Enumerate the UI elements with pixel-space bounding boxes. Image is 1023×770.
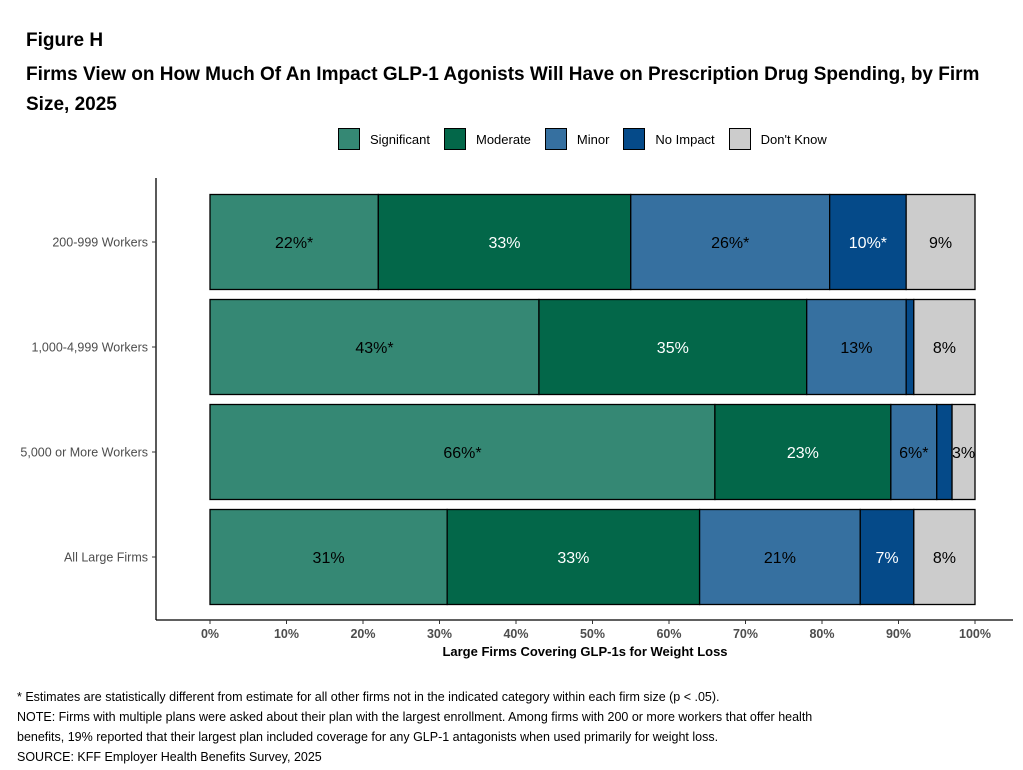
bar-moderate-1-000-4-999-workers <box>538 298 808 396</box>
data-label-significant-5-000-or-more-workers: 66%* <box>443 445 481 462</box>
data-label-minor-1-000-4-999-workers: 13% <box>840 340 872 357</box>
data-label-don-t-know-all-large-firms: 8% <box>933 550 956 567</box>
data-label-moderate-1-000-4-999-workers: 35% <box>657 340 689 357</box>
x-tick-label: 80% <box>809 627 834 641</box>
bar-minor-1-000-4-999-workers <box>806 298 907 396</box>
bar-minor-all-large-firms <box>698 508 861 606</box>
data-label-moderate-5-000-or-more-workers: 23% <box>787 445 819 462</box>
x-tick-label: 40% <box>503 627 528 641</box>
footnote-significance: * Estimates are statistically different … <box>17 690 720 704</box>
y-tick-label-1-000-4-999-workers: 1,000-4,999 Workers <box>32 341 149 355</box>
legend-item-moderate: Moderate <box>443 128 531 150</box>
x-tick-label: 60% <box>656 627 681 641</box>
legend-label-significant: Significant <box>370 131 430 147</box>
bar-no-impact-1-000-4-999-workers <box>905 298 915 396</box>
x-tick-label: 100% <box>959 627 991 641</box>
legend-item-minor: Minor <box>544 128 610 150</box>
bar-don-t-know-5-000-or-more-workers <box>951 403 976 501</box>
bar-no-impact-all-large-firms <box>859 508 915 606</box>
x-tick-label: 20% <box>350 627 375 641</box>
legend-label-moderate: Moderate <box>475 131 531 147</box>
footnote-source: SOURCE: KFF Employer Health Benefits Sur… <box>17 750 322 764</box>
data-label-don-t-know-200-999-workers: 9% <box>929 235 952 252</box>
legend-label-dont-know: Don't Know <box>760 131 827 147</box>
data-label-moderate-200-999-workers: 33% <box>489 235 521 252</box>
bar-significant-all-large-firms <box>209 508 448 606</box>
x-tick-label: 50% <box>580 627 605 641</box>
legend-label-minor: Minor <box>576 131 610 147</box>
legend: Significant Moderate Minor No Impact Don… <box>338 128 841 150</box>
bar-significant-5-000-or-more-workers <box>209 403 716 501</box>
x-tick-label: 30% <box>427 627 452 641</box>
bar-don-t-know-200-999-workers <box>905 193 976 291</box>
chart-axes <box>152 178 1013 624</box>
y-tick-label-all-large-firms: All Large Firms <box>64 551 148 565</box>
x-tick-label: 10% <box>274 627 299 641</box>
y-tick-label-5-000-or-more-workers: 5,000 or More Workers <box>20 446 148 460</box>
legend-label-no-impact: No Impact <box>655 131 715 147</box>
legend-swatch-minor <box>544 128 567 150</box>
bar-minor-200-999-workers <box>630 193 831 291</box>
chart-title: Firms View on How Much Of An Impact GLP-… <box>26 64 980 115</box>
x-tick-label: 90% <box>886 627 911 641</box>
footnote-note-line-1: NOTE: Firms with multiple plans were ask… <box>17 710 813 724</box>
legend-item-dont-know: Don't Know <box>728 128 827 150</box>
data-label-no-impact-all-large-firms: 7% <box>875 550 898 567</box>
data-label-no-impact-200-999-workers: 10%* <box>849 235 887 252</box>
bar-significant-1-000-4-999-workers <box>209 298 540 396</box>
footnote-note-line-2: benefits, 19% reported that their larges… <box>17 730 719 744</box>
bar-moderate-200-999-workers <box>377 193 632 291</box>
data-label-significant-200-999-workers: 22%* <box>275 235 313 252</box>
data-label-minor-200-999-workers: 26%* <box>711 235 749 252</box>
bar-significant-200-999-workers <box>209 193 379 291</box>
y-axis-labels: 200-999 Workers 1,000-4,999 Workers 5,000 … <box>20 236 148 565</box>
data-label-don-t-know-1-000-4-999-workers: 8% <box>933 340 956 357</box>
chart-bars <box>209 193 976 606</box>
legend-swatch-no-impact <box>623 128 646 150</box>
legend-item-no-impact: No Impact <box>623 128 715 150</box>
legend-swatch-dont-know <box>728 128 751 150</box>
data-label-don-t-know-5-000-or-more-workers: 3% <box>952 445 975 462</box>
y-tick-label-200-999-workers: 200-999 Workers <box>52 236 148 250</box>
bar-don-t-know-all-large-firms <box>913 508 976 606</box>
data-label-minor-5-000-or-more-workers: 6%* <box>899 445 928 462</box>
figure-label: Figure H <box>26 30 104 51</box>
data-label-significant-1-000-4-999-workers: 43%* <box>355 340 393 357</box>
legend-swatch-significant <box>338 128 360 150</box>
bar-moderate-5-000-or-more-workers <box>714 403 892 501</box>
legend-item-significant: Significant <box>338 128 430 150</box>
footnotes: * Estimates are statistically different … <box>17 687 1007 767</box>
bar-moderate-all-large-firms <box>446 508 701 606</box>
x-axis-labels: 0% 10% 20% 30% 40% 50% 60% 70% 80% 90% 100% <box>201 627 991 641</box>
stacked-bar-chart: 22%* 33% 26%* 10%* 9% 43%* 35% 13% 8% 66%* 23% 6%* 3… <box>20 178 1013 659</box>
data-label-minor-all-large-firms: 21% <box>764 550 796 567</box>
chart-bar-labels: 22%* 33% 26%* 10%* 9% 43%* 35% 13% 8% 66%* 23% 6%* 3… <box>275 235 975 567</box>
x-axis-title: Large Firms Covering GLP-1s for Weight L… <box>442 644 727 659</box>
x-tick-label: 70% <box>733 627 758 641</box>
bar-no-impact-5-000-or-more-workers <box>936 403 953 501</box>
data-label-moderate-all-large-firms: 33% <box>557 550 589 567</box>
x-tick-label: 0% <box>201 627 219 641</box>
legend-swatch-moderate <box>443 128 466 150</box>
data-label-significant-all-large-firms: 31% <box>313 550 345 567</box>
bar-don-t-know-1-000-4-999-workers <box>913 298 976 396</box>
